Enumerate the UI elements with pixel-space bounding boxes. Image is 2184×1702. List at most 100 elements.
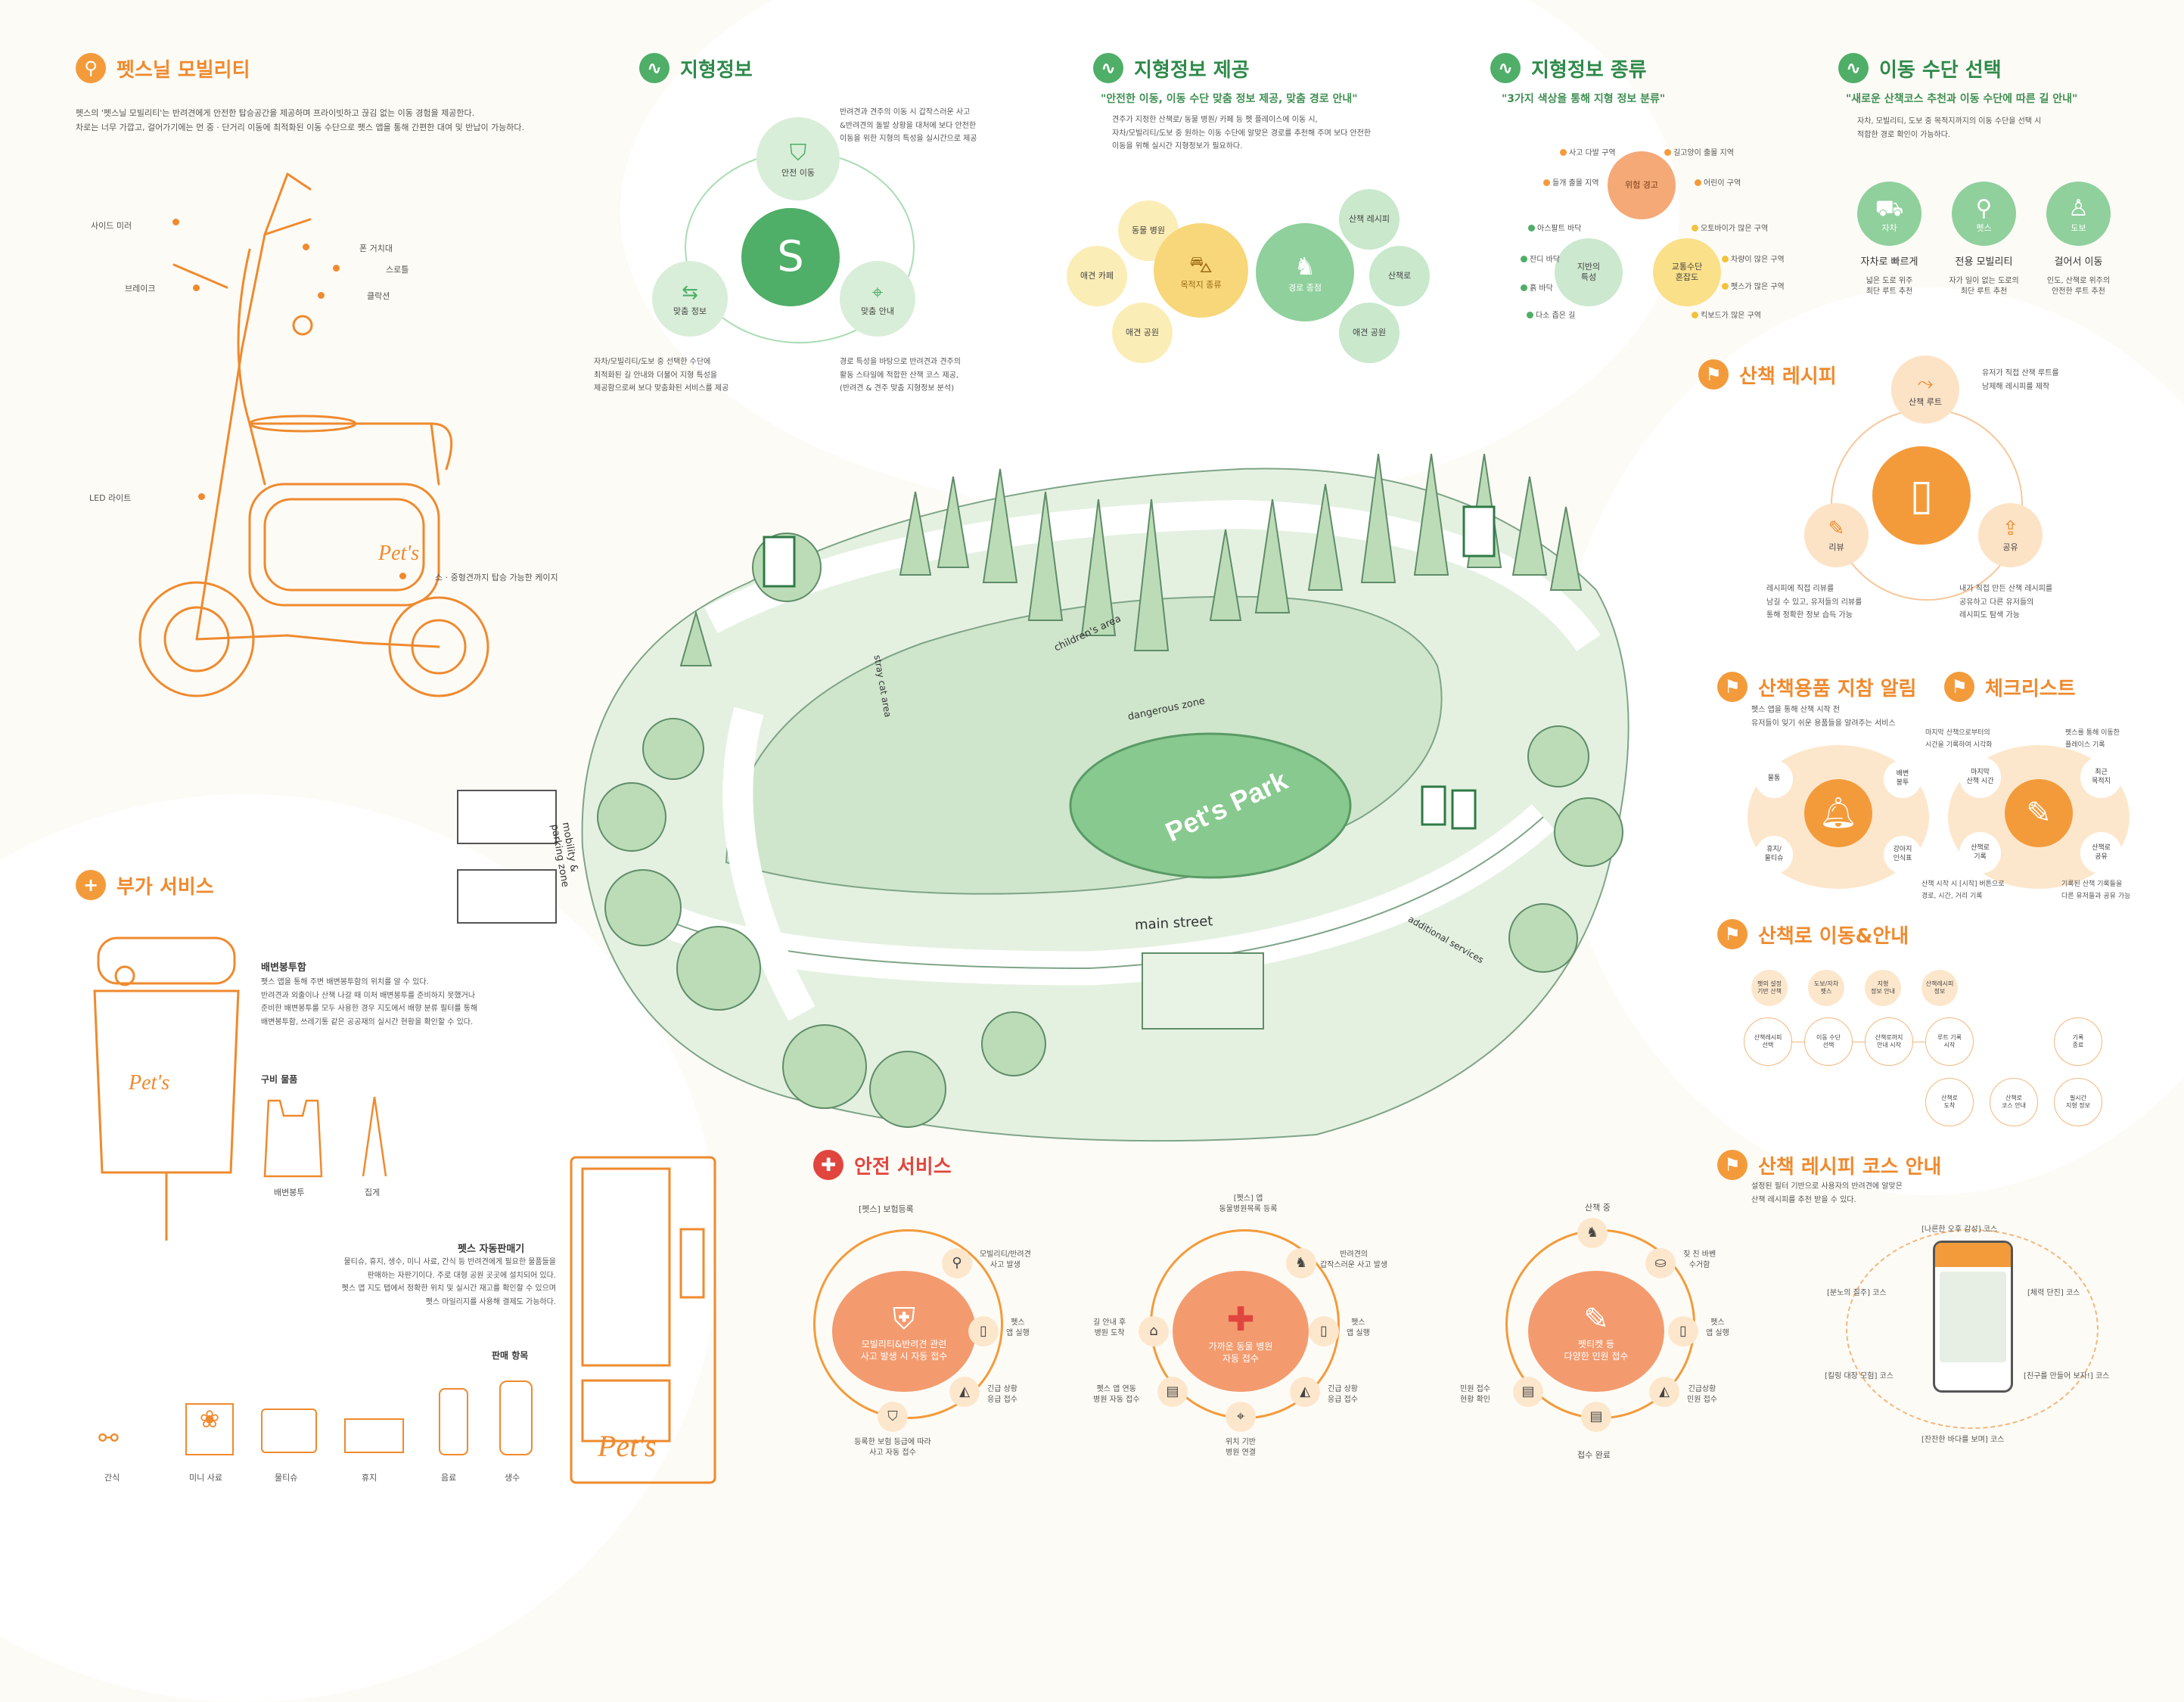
types-traffic-item2: 차량이 많은 구역 bbox=[1731, 256, 1785, 264]
transport-desc: 자차, 모빌리티, 도보 중 목적지까지의 이동 수단을 선택 시 적합한 경로… bbox=[1857, 117, 2042, 139]
safety-c1-center: ⛨ 모빌리티&반려견 관련 사고 발생 시 자동 접수 bbox=[832, 1271, 976, 1392]
safety-c2-step6: 펫스 앱 연동 병원 자동 접수 bbox=[1093, 1385, 1140, 1404]
safety-c3-center: ✎ 펫티켓 등 다양한 민원 접수 bbox=[1528, 1271, 1664, 1392]
phone-icon: ▯ bbox=[1668, 1316, 1698, 1346]
safety-c2-center: ✚ 가까운 동물 병원 자동 접수 bbox=[1173, 1271, 1309, 1392]
food-icon: ❀ bbox=[185, 1403, 234, 1455]
label-cage: 소 · 중형견까지 탑승 가능한 케이지 bbox=[435, 573, 558, 582]
safety-c1-step2: 모빌리티/반려견 사고 발생 bbox=[980, 1250, 1031, 1269]
guide-top-2: 도보/자차 펫스 bbox=[1808, 970, 1844, 1006]
phone-mockup bbox=[1933, 1241, 2013, 1393]
recipe-title: 산책 레시피 bbox=[1739, 365, 1837, 388]
recipe-share-desc: 내가 직접 만든 산책 레시피를 공유하고 다른 유저들의 레시피도 탐색 가능 bbox=[1959, 585, 2053, 620]
types-ground-item1: 아스팔트 바닥 bbox=[1537, 225, 1582, 233]
guide-row-3: 산책로까지 안내 시작 bbox=[1865, 1017, 1913, 1066]
types-traffic-center: 교통수단 혼잡도 bbox=[1653, 238, 1721, 306]
map-pin-icon: ⚑ bbox=[1717, 1150, 1748, 1180]
types-header: ∿ 지형정보 종류 bbox=[1490, 53, 1647, 83]
types-danger-item1: 사고 다발 구역 bbox=[1569, 149, 1616, 157]
label-mirror: 사이드 미러 bbox=[91, 221, 132, 231]
siren-icon: ◭ bbox=[949, 1377, 980, 1407]
recipe-route: ⤳ 산책 루트 bbox=[1891, 356, 1959, 424]
terrain-desc-bottom: 경로 특성을 바탕으로 반려견과 견주의 활동 스타일에 적합한 산책 코스 제… bbox=[840, 358, 961, 393]
terrain-icon: ∿ bbox=[1838, 53, 1869, 83]
types-traffic-item3: 펫스가 많은 구역 bbox=[1731, 283, 1785, 291]
provide-c2-item1: 산책 레시피 bbox=[1339, 189, 1400, 250]
transport-car[interactable]: ⛟ 자차 bbox=[1857, 182, 1921, 246]
transport-walk[interactable]: ♙ 도보 bbox=[2046, 182, 2111, 246]
provide-c2-item2: 산책로 bbox=[1369, 246, 1430, 306]
svg-text:Pet's: Pet's bbox=[128, 1071, 169, 1095]
provide-header: ∿ 지형정보 제공 bbox=[1093, 53, 1250, 83]
recipe-center: ▯ bbox=[1872, 446, 1971, 545]
guide-title: 산책로 이동&안내 bbox=[1758, 924, 1909, 948]
guide-bottom-1: 산책로 도착 bbox=[1925, 1078, 1974, 1126]
safety-header: ✚ 안전 서비스 bbox=[813, 1150, 952, 1180]
pencil-icon: ✎ bbox=[2005, 779, 2073, 847]
types-danger-item3: 들개 출몰 지역 bbox=[1552, 179, 1599, 188]
shield-icon: ⛉ bbox=[789, 140, 807, 167]
tissue-icon bbox=[344, 1418, 404, 1453]
phone-icon: ▯ bbox=[968, 1316, 999, 1346]
supplies-item1: 물통 bbox=[1755, 760, 1793, 798]
svg-text:Pet's: Pet's bbox=[377, 542, 419, 565]
types-traffic-item1: 오토바이가 많은 구역 bbox=[1701, 225, 1769, 233]
transport-pets[interactable]: ⚲ 펫스 bbox=[1952, 182, 2016, 246]
document-icon: ▤ bbox=[1513, 1377, 1543, 1407]
extra-header: + 부가 서비스 bbox=[76, 870, 214, 900]
water-icon bbox=[499, 1381, 533, 1455]
terrain-title: 지형정보 bbox=[680, 58, 753, 82]
tongs-icon bbox=[362, 1096, 387, 1177]
safety-c2-step4: 긴급 상황 응급 접수 bbox=[1328, 1385, 1358, 1404]
provide-c2-center: ♞ 경로 종점 bbox=[1256, 223, 1354, 321]
checklist-header: ⚑ 체크리스트 bbox=[1944, 672, 2076, 702]
safety-c1-step5: 등록한 보험 등급에 따라 사고 자동 접수 bbox=[854, 1438, 931, 1457]
course-item-2: [분노의 질주] 코스 bbox=[1827, 1289, 1887, 1297]
memo-icon: ✎ bbox=[1583, 1302, 1609, 1337]
route-s-icon: S bbox=[777, 231, 804, 281]
vending-title: 펫스 자동판매기 bbox=[458, 1244, 525, 1255]
guide-top-1: 펫의 설정 기반 산책 bbox=[1751, 970, 1788, 1006]
guide-top-4: 산책레시피 정보 bbox=[1921, 970, 1958, 1006]
hospital-icon: ⌂ bbox=[1139, 1316, 1169, 1346]
walk-icon: ♙ bbox=[2068, 194, 2089, 222]
review-icon: ✎ bbox=[1828, 517, 1845, 541]
recipe-header: ⚑ 산책 레시피 bbox=[1698, 359, 1837, 390]
safety-c2-step1: [펫스] 앱 동물병원목록 등록 bbox=[1219, 1194, 1278, 1213]
sale-snack: 간식 bbox=[104, 1473, 120, 1483]
checklist-item4: 산책로 공유 bbox=[2080, 832, 2122, 874]
guide-top-3: 지형 정보 안내 bbox=[1865, 970, 1901, 1006]
terrain-desc-right: 반려견과 견주의 이동 시 갑작스러운 사고 &반려견의 돌발 상황을 대처에 … bbox=[840, 108, 977, 143]
guide-row-4: 루트 기록 시작 bbox=[1925, 1017, 1974, 1066]
poop-icon: ⛀ bbox=[1645, 1248, 1676, 1278]
tool-tongs: 집게 bbox=[365, 1188, 381, 1197]
map-pin-icon: ⚑ bbox=[1717, 919, 1748, 949]
safety-c3-step3: 펫스 앱 실행 bbox=[1706, 1318, 1729, 1337]
types-subtitle: "3가지 색상을 통해 지형 정보 분류" bbox=[1502, 93, 1666, 105]
checklist-item2: 최근 목적지 bbox=[2080, 756, 2122, 798]
safety-c3-step6: 민원 접수 현황 확인 bbox=[1460, 1385, 1490, 1404]
safety-c1-step3: 펫스 앱 실행 bbox=[1006, 1318, 1030, 1337]
terrain-icon: ∿ bbox=[1093, 53, 1123, 83]
provide-subtitle: "안전한 이동, 이동 수단 맞춤 정보 제공, 맞춤 경로 안내" bbox=[1101, 93, 1358, 105]
course-item-3: [체력 단진] 코스 bbox=[2027, 1289, 2080, 1297]
provide-c2-item3: 애견 공원 bbox=[1339, 303, 1400, 363]
siren-icon: ◭ bbox=[1290, 1377, 1320, 1407]
types-danger-item2: 길고양이 출몰 지역 bbox=[1673, 149, 1734, 157]
guide-bottom-2: 산책로 코스 안내 bbox=[1990, 1078, 2038, 1126]
car-icon: ⛟ bbox=[1875, 194, 1904, 222]
terrain-safe: ⛉ 안전 이동 bbox=[756, 117, 840, 200]
recipe-review-desc: 레시피에 직접 리뷰를 남길 수 있고, 유저들의 리뷰를 통해 정확한 정보 … bbox=[1766, 585, 1862, 620]
document-icon: ▤ bbox=[1157, 1377, 1188, 1407]
phone-icon: ▯ bbox=[1309, 1316, 1339, 1346]
location-icon: ⌖ bbox=[1226, 1402, 1256, 1432]
medical-cross-icon: ✚ bbox=[813, 1150, 843, 1180]
shield-plus-icon: ⛨ bbox=[893, 1302, 915, 1337]
provide-c1-item2: 애견 카페 bbox=[1067, 246, 1127, 306]
terrain-icon: ∿ bbox=[1490, 53, 1521, 83]
mobility-header: ⚲ 펫스닐 모빌리티 bbox=[76, 53, 250, 83]
types-ground-center: 지반의 특성 bbox=[1555, 238, 1623, 306]
recipe-review: ✎ 리뷰 bbox=[1804, 503, 1869, 567]
types-ground-item3: 흙 바닥 bbox=[1530, 284, 1553, 293]
scooter-icon: ⚲ bbox=[1975, 194, 1993, 222]
